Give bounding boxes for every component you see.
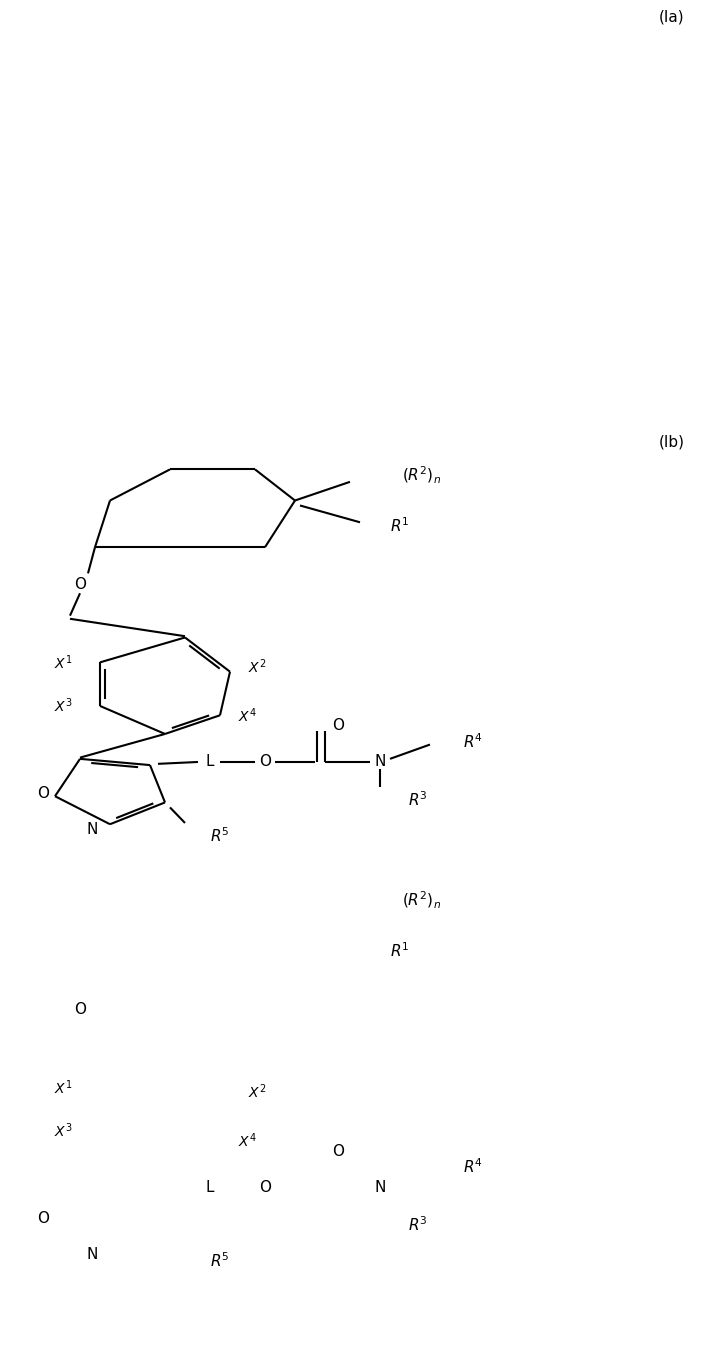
Text: L: L	[206, 1180, 214, 1195]
Text: L: L	[206, 755, 214, 770]
Text: $X^2$: $X^2$	[248, 1083, 266, 1102]
Text: $X^2$: $X^2$	[248, 658, 266, 677]
Text: $X^3$: $X^3$	[54, 697, 72, 715]
Text: $R^4$: $R^4$	[463, 733, 483, 750]
Text: N: N	[86, 822, 98, 837]
Text: $(R^2)_n$: $(R^2)_n$	[402, 890, 441, 912]
Text: $R^3$: $R^3$	[408, 1215, 428, 1234]
Text: $R^4$: $R^4$	[463, 1158, 483, 1176]
Text: $R^1$: $R^1$	[390, 517, 409, 534]
Text: $X^4$: $X^4$	[238, 705, 256, 725]
Text: $X^1$: $X^1$	[54, 1079, 72, 1096]
Text: O: O	[332, 719, 344, 733]
Text: N: N	[374, 755, 386, 770]
Text: $R^1$: $R^1$	[390, 942, 409, 960]
Text: O: O	[37, 1211, 49, 1226]
Text: $X^1$: $X^1$	[54, 653, 72, 671]
Text: $R^3$: $R^3$	[408, 790, 428, 809]
Text: O: O	[332, 1144, 344, 1159]
Text: (Ib): (Ib)	[659, 435, 685, 450]
Text: $R^5$: $R^5$	[210, 826, 229, 845]
Text: N: N	[86, 1247, 98, 1262]
Text: $X^4$: $X^4$	[238, 1131, 256, 1150]
Text: O: O	[259, 755, 271, 770]
Text: N: N	[374, 1180, 386, 1195]
Text: $R^5$: $R^5$	[210, 1251, 229, 1270]
Text: O: O	[259, 1180, 271, 1195]
Text: O: O	[74, 1002, 86, 1017]
Text: $(R^2)_n$: $(R^2)_n$	[402, 465, 441, 487]
Text: (Ia): (Ia)	[659, 10, 685, 25]
Text: O: O	[74, 577, 86, 592]
Text: $X^3$: $X^3$	[54, 1122, 72, 1140]
Text: O: O	[37, 786, 49, 801]
